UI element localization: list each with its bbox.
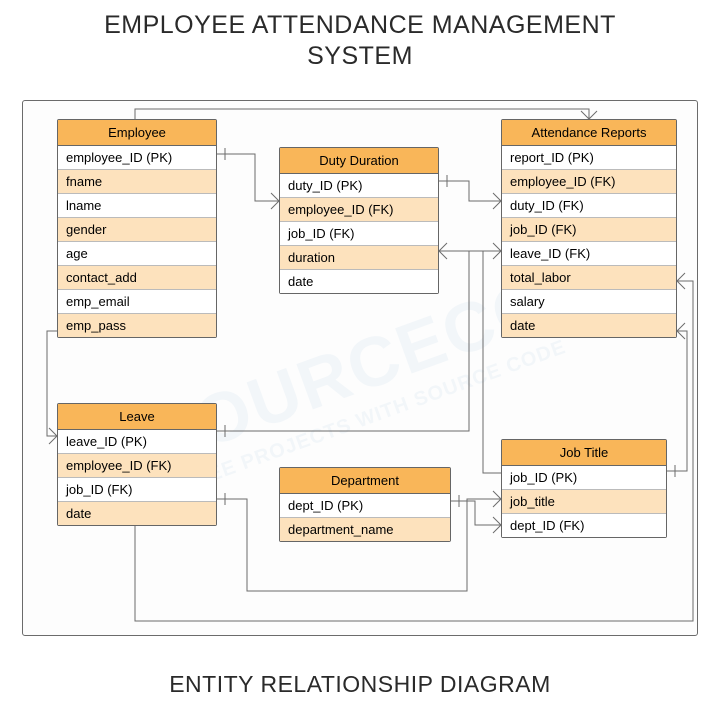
entity-field: age xyxy=(58,242,216,266)
entity-field: employee_ID (FK) xyxy=(280,198,438,222)
entity-field: dept_ID (FK) xyxy=(502,514,666,537)
entity-header: Attendance Reports xyxy=(502,120,676,146)
entity-field: report_ID (PK) xyxy=(502,146,676,170)
entity-field: duty_ID (PK) xyxy=(280,174,438,198)
entity-field: job_title xyxy=(502,490,666,514)
entity-field: job_ID (FK) xyxy=(280,222,438,246)
diagram-canvas: IT SOURCECODE FREE PROJECTS WITH SOURCE … xyxy=(22,100,698,636)
entity-field: job_ID (PK) xyxy=(502,466,666,490)
entity-field: emp_email xyxy=(58,290,216,314)
entity-field: lname xyxy=(58,194,216,218)
entity-field: dept_ID (PK) xyxy=(280,494,450,518)
entity-field: leave_ID (FK) xyxy=(502,242,676,266)
entity-field: date xyxy=(58,502,216,525)
entity-field: duty_ID (FK) xyxy=(502,194,676,218)
entity-field: job_ID (FK) xyxy=(502,218,676,242)
entity-field: leave_ID (PK) xyxy=(58,430,216,454)
entity-field: employee_ID (FK) xyxy=(58,454,216,478)
title-line1: EMPLOYEE ATTENDANCE MANAGEMENT xyxy=(104,11,616,39)
entity-reports: Attendance Reportsreport_ID (PK)employee… xyxy=(501,119,677,338)
page-title: EMPLOYEE ATTENDANCE MANAGEMENT SYSTEM xyxy=(0,0,720,73)
entity-field: gender xyxy=(58,218,216,242)
entity-field: date xyxy=(280,270,438,293)
entity-header: Department xyxy=(280,468,450,494)
entity-field: total_labor xyxy=(502,266,676,290)
entity-header: Job Title xyxy=(502,440,666,466)
entity-field: employee_ID (PK) xyxy=(58,146,216,170)
entity-field: employee_ID (FK) xyxy=(502,170,676,194)
entity-duty: Duty Durationduty_ID (PK)employee_ID (FK… xyxy=(279,147,439,294)
entity-header: Duty Duration xyxy=(280,148,438,174)
entity-employee: Employeeemployee_ID (PK)fnamelnamegender… xyxy=(57,119,217,338)
entity-field: duration xyxy=(280,246,438,270)
entity-field: department_name xyxy=(280,518,450,541)
page-subtitle: ENTITY RELATIONSHIP DIAGRAM xyxy=(0,671,720,698)
entity-field: salary xyxy=(502,290,676,314)
entity-department: Departmentdept_ID (PK)department_name xyxy=(279,467,451,542)
entity-field: emp_pass xyxy=(58,314,216,337)
entity-field: fname xyxy=(58,170,216,194)
entity-leave: Leaveleave_ID (PK)employee_ID (FK)job_ID… xyxy=(57,403,217,526)
entity-jobtitle: Job Titlejob_ID (PK)job_titledept_ID (FK… xyxy=(501,439,667,538)
entity-header: Employee xyxy=(58,120,216,146)
entity-header: Leave xyxy=(58,404,216,430)
title-line2: SYSTEM xyxy=(307,42,413,70)
entity-field: contact_add xyxy=(58,266,216,290)
entity-field: job_ID (FK) xyxy=(58,478,216,502)
entity-field: date xyxy=(502,314,676,337)
